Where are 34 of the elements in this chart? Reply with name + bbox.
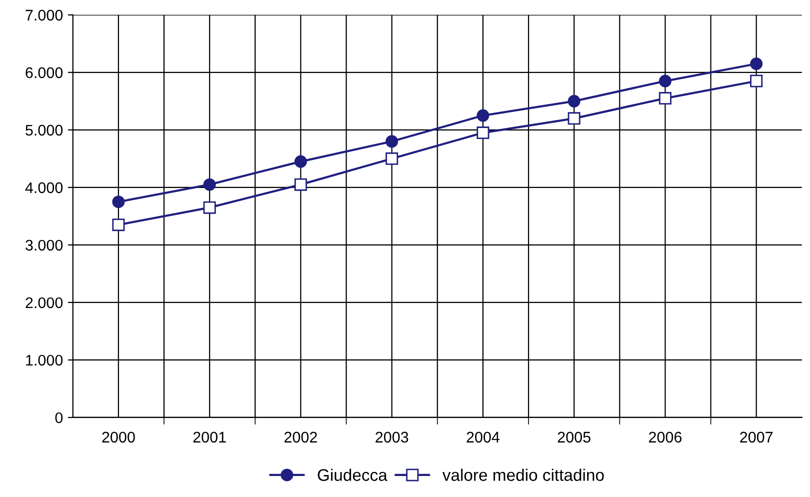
point [112,196,125,208]
point [294,178,307,191]
y-tick-label: 6.000 [26,67,63,78]
point [750,58,763,70]
point [386,152,398,165]
point [112,218,125,232]
point [568,94,580,108]
x-tick-label: 2007 [740,432,773,443]
point [203,201,216,214]
point [476,126,490,140]
y-tick-label: 0 [55,412,63,424]
x-tick-label: 2004 [466,432,500,443]
point [386,135,398,148]
x-tick-label: 2006 [648,432,682,443]
x-tick-label: 2002 [284,432,317,443]
y-tick-label: 3.000 [26,240,63,251]
point [658,74,672,88]
point [568,112,580,125]
x-tick-label: 2003 [376,432,408,443]
point [476,109,490,122]
legend-label: valore medio cittadino [442,468,604,481]
y-tick-label: 5.000 [26,124,63,136]
y-tick-label: 4.000 [25,182,63,194]
y-tick-label: 2.000 [26,297,63,308]
point [294,155,307,168]
y-tick-label: 1.000 [26,354,63,366]
point [658,92,672,105]
y-tick-label: 7.000 [26,10,63,21]
legend-label: Giudecca [318,468,388,481]
x-tick-label: 2005 [558,432,590,443]
x-tick-label: 2001 [193,432,226,443]
x-tick-label: 2000 [102,432,135,443]
point [203,178,216,191]
point [750,74,763,88]
